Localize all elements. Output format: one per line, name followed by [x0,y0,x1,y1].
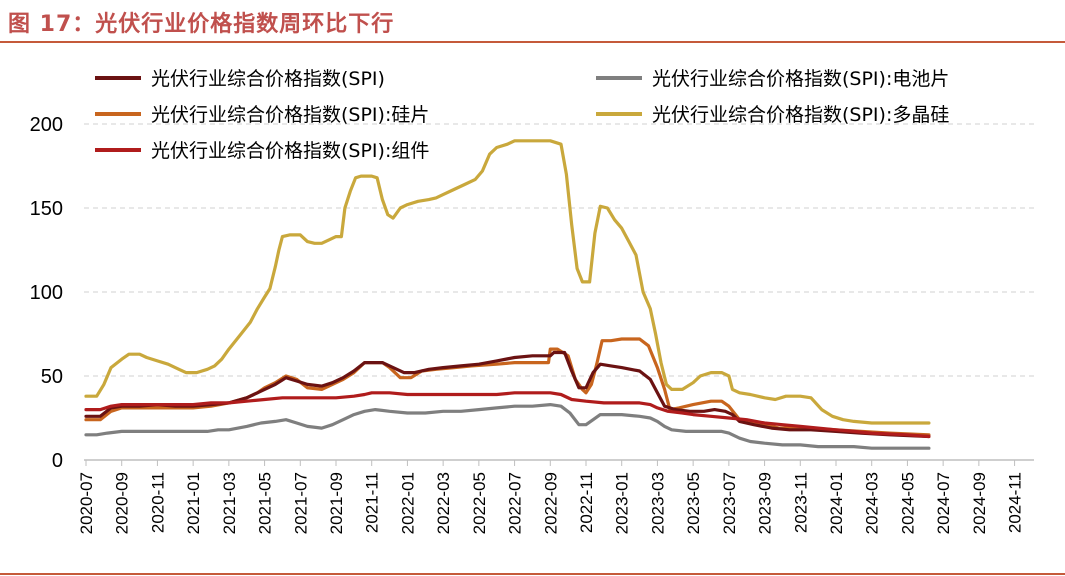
x-tick-label: 2022-09 [541,472,560,534]
x-tick-label: 2024-11 [1006,472,1025,533]
y-axis-ticks: 0 50 100 150 200 [30,114,63,472]
x-tick-label: 2023-11 [791,472,810,533]
legend-label: 光伏行业综合价格指数(SPI):组件 [151,140,429,162]
x-tick-label: 2023-09 [756,472,775,534]
series-line-1 [84,337,931,437]
y-tick-label: 100 [30,282,63,304]
series-lines [84,139,931,450]
x-tick-label: 2022-05 [470,472,489,534]
legend-label: 光伏行业综合价格指数(SPI):电池片 [652,68,949,90]
y-tick-label: 200 [30,114,63,136]
x-tick-label: 2024-05 [898,472,917,534]
legend-label: 光伏行业综合价格指数(SPI) [151,68,385,90]
x-tick-label: 2021-03 [220,472,239,534]
legend-label: 光伏行业综合价格指数(SPI):多晶硅 [652,104,949,126]
legend-label: 光伏行业综合价格指数(SPI):硅片 [151,104,429,126]
legend: 光伏行业综合价格指数(SPI) 光伏行业综合价格指数(SPI):电池片光伏行业综合… [95,68,949,162]
x-tick-label: 2024-01 [827,472,846,534]
title-divider [0,41,1065,43]
x-tick-label: 2021-09 [327,472,346,534]
series-line-0 [84,139,931,425]
x-tick-label: 2021-05 [256,472,275,534]
x-tick-label: 2020-11 [148,472,167,533]
x-tick-label: 2024-09 [970,472,989,534]
y-tick-label: 50 [41,366,63,388]
series-line-2 [84,350,931,439]
x-tick-label: 2021-01 [184,472,203,534]
x-tick-label: 2021-07 [291,472,310,534]
x-tick-label: 2022-01 [398,472,417,534]
y-tick-label: 150 [30,198,63,220]
x-tick-label: 2022-07 [506,472,525,534]
x-axis-ticks: 2020-07 2020-09 2020-11 2021-01 2021-03 2021-… [77,460,1025,534]
x-tick-label: 2023-05 [684,472,703,534]
x-tick-label: 2020-09 [113,472,132,534]
x-tick-label: 2024-03 [863,472,882,534]
series-line-3 [84,391,931,439]
x-tick-label: 2022-03 [434,472,453,534]
x-tick-label: 2024-07 [934,472,953,534]
x-tick-label: 2020-07 [77,472,96,534]
x-tick-label: 2023-03 [648,472,667,534]
x-tick-label: 2023-01 [613,472,632,534]
x-tick-label: 2022-11 [577,472,596,533]
x-tick-label: 2023-07 [720,472,739,534]
bottom-divider [0,573,1065,575]
series-line-4 [84,403,931,450]
chart-title: 图 17：光伏行业价格指数周环比下行 [8,12,395,37]
x-tick-label: 2021-11 [363,472,382,533]
y-tick-label: 0 [52,450,63,472]
